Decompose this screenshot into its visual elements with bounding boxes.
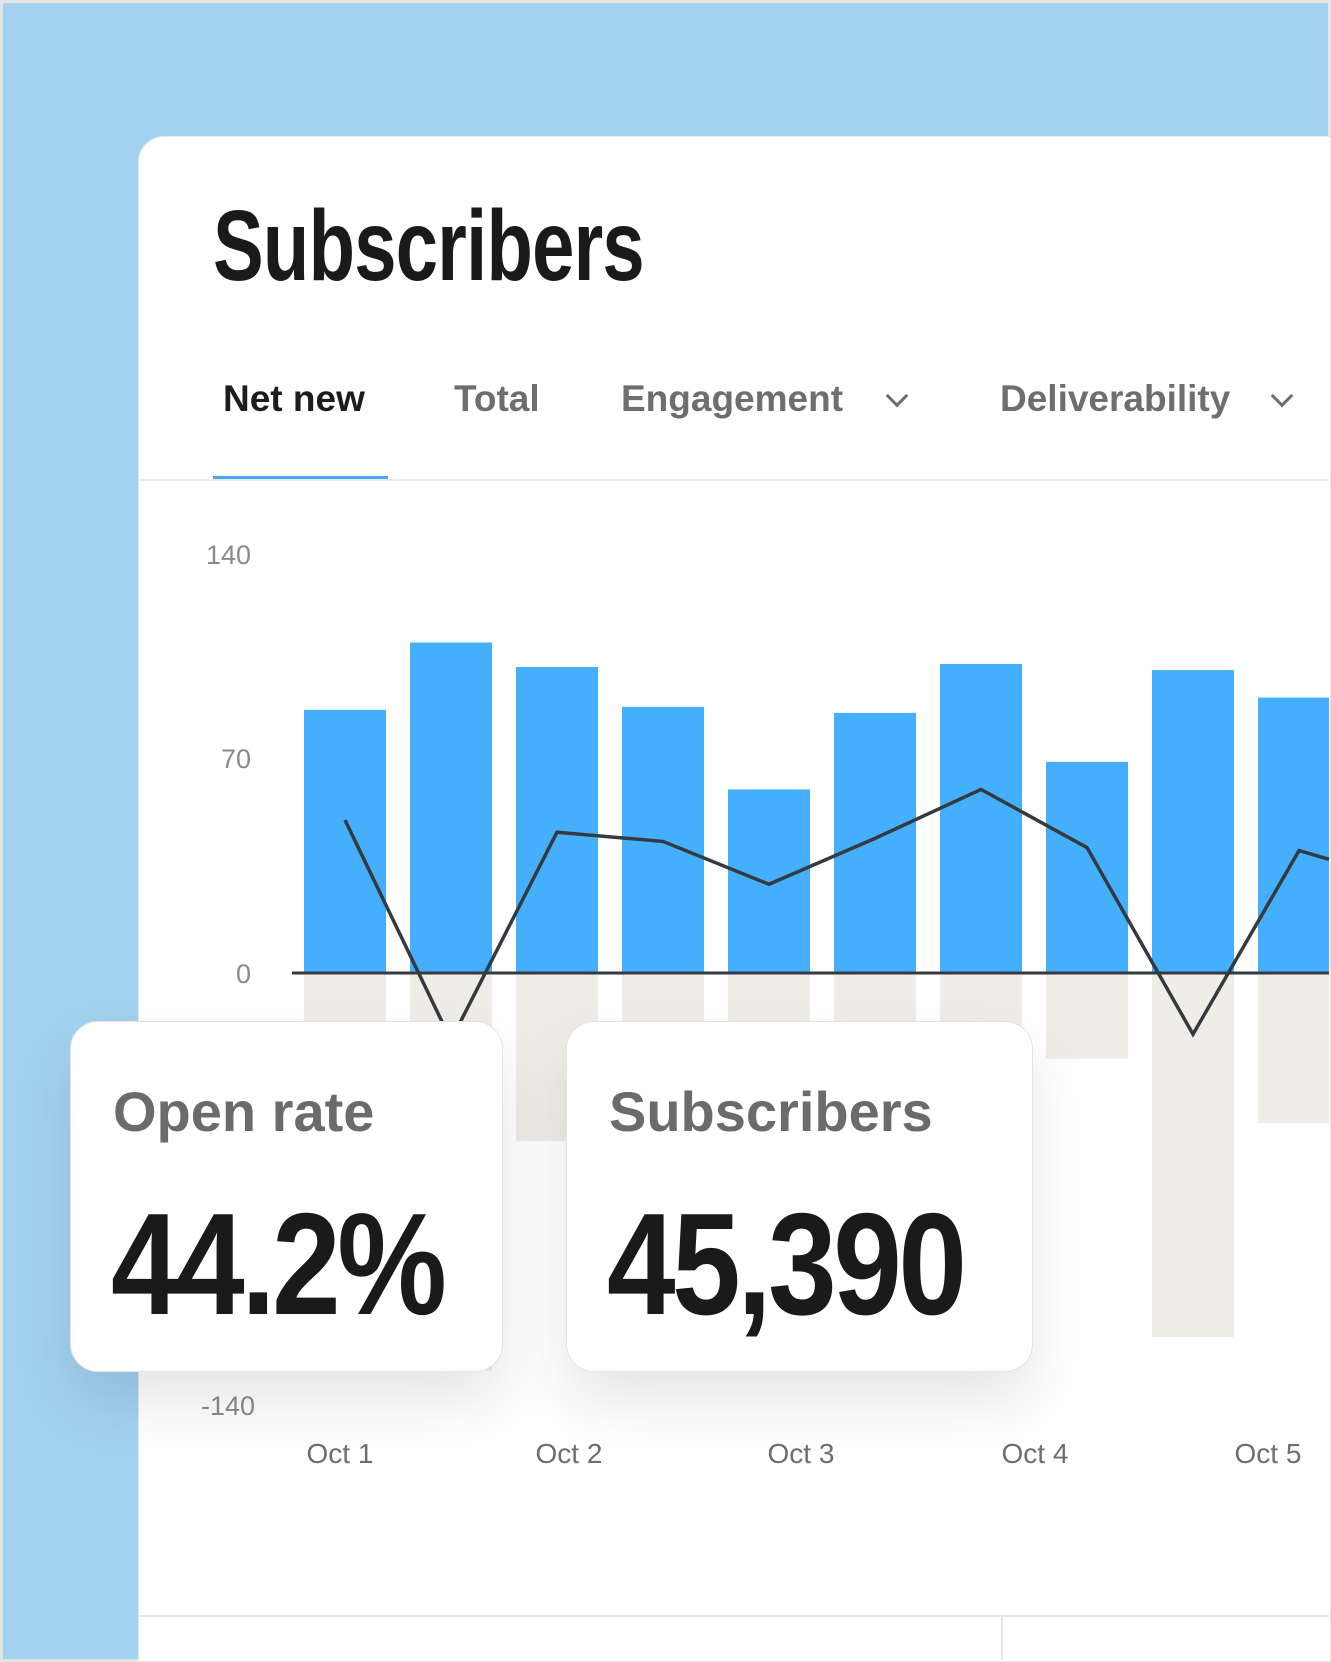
bottom-divider — [139, 1615, 1329, 1617]
open-rate-value: 44.2% — [111, 1183, 447, 1345]
tab-deliverability[interactable]: Deliverability — [1000, 378, 1231, 419]
subscribers-value: 45,390 — [607, 1183, 967, 1345]
negative-bar — [1046, 973, 1128, 1059]
positive-bar — [1046, 761, 1128, 973]
y-tick-label: 140 — [205, 540, 251, 570]
x-tick-label: Oct 3 — [767, 1438, 835, 1469]
y-tick-label: 70 — [220, 744, 251, 774]
x-tick-label: Oct 4 — [1001, 1438, 1069, 1469]
y-tick-label: -140 — [200, 1391, 255, 1421]
positive-bar — [410, 642, 492, 973]
x-tick-label: Oct 5 — [1234, 1438, 1302, 1469]
tab-total[interactable]: Total — [454, 378, 540, 419]
bottom-column-divider — [1001, 1615, 1003, 1660]
trend-line — [343, 787, 1330, 1045]
positive-bar — [1258, 697, 1329, 973]
active-tab-indicator — [213, 476, 388, 479]
y-tick-label: 0 — [235, 959, 251, 989]
open-rate-label: Open rate — [113, 1080, 375, 1143]
positive-bar — [940, 663, 1022, 973]
positive-bar — [1152, 670, 1234, 973]
subscribers-card: Subscribers 45,390 — [566, 1021, 1033, 1372]
positive-bar — [516, 667, 598, 973]
positive-bar — [728, 789, 810, 973]
positive-bar — [834, 712, 916, 973]
x-tick-label: Oct 1 — [306, 1438, 374, 1469]
tab-net-new[interactable]: Net new — [223, 378, 365, 419]
x-tick-label: Oct 2 — [535, 1438, 603, 1469]
subscribers-label: Subscribers — [609, 1080, 933, 1143]
positive-bar — [304, 709, 386, 973]
tab-divider — [139, 479, 1329, 481]
page-title: Subscribers — [213, 190, 645, 302]
open-rate-card: Open rate 44.2% — [70, 1021, 503, 1372]
tab-engagement[interactable]: Engagement — [621, 378, 844, 419]
negative-bar — [1152, 973, 1234, 1338]
negative-bar — [1258, 973, 1329, 1123]
